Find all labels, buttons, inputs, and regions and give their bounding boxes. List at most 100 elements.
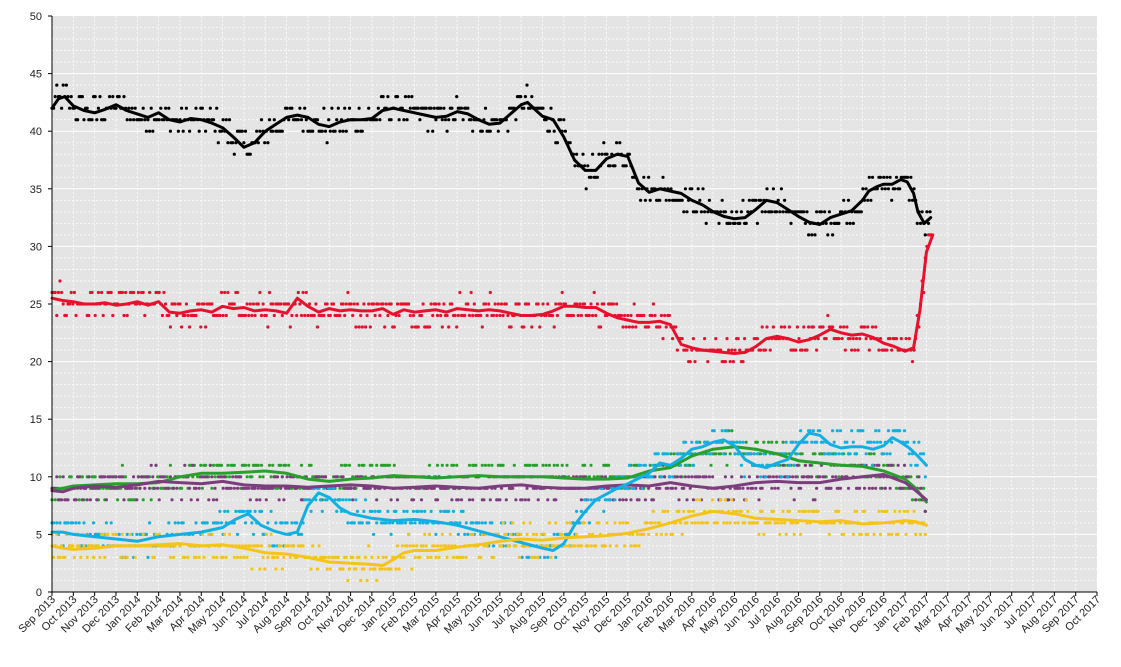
poll-dot bbox=[693, 521, 697, 525]
poll-dot bbox=[594, 544, 598, 548]
poll-dot bbox=[378, 118, 382, 122]
poll-dot bbox=[779, 475, 784, 479]
poll-dot bbox=[883, 187, 887, 191]
poll-dot bbox=[341, 302, 345, 306]
poll-dot bbox=[861, 429, 865, 433]
poll-dot bbox=[111, 95, 115, 99]
poll-dot bbox=[882, 452, 886, 456]
poll-dot bbox=[363, 498, 368, 502]
poll-dot bbox=[421, 302, 425, 306]
poll-dot bbox=[141, 106, 145, 110]
poll-dot bbox=[832, 440, 836, 444]
poll-dot bbox=[466, 302, 470, 306]
poll-dot bbox=[211, 118, 216, 122]
poll-dot bbox=[243, 544, 248, 548]
poll-dot bbox=[751, 486, 755, 490]
poll-dot bbox=[755, 440, 760, 444]
poll-dot bbox=[357, 106, 361, 110]
poll-dot bbox=[854, 337, 859, 341]
poll-dot bbox=[413, 521, 417, 525]
poll-dot bbox=[838, 486, 843, 490]
poll-dot bbox=[543, 555, 547, 560]
poll-dot bbox=[483, 106, 488, 110]
poll-dot bbox=[787, 463, 792, 467]
poll-dot bbox=[837, 337, 841, 341]
poll-dot bbox=[437, 555, 441, 560]
poll-dot bbox=[384, 302, 388, 306]
poll-dot bbox=[267, 463, 272, 467]
poll-dot bbox=[675, 348, 680, 352]
poll-dot bbox=[493, 302, 497, 306]
poll-dot bbox=[549, 555, 553, 560]
poll-dot bbox=[178, 302, 182, 306]
poll-dot bbox=[120, 475, 124, 479]
poll-dot bbox=[699, 210, 704, 214]
poll-dot bbox=[282, 498, 286, 502]
poll-dot bbox=[480, 463, 484, 467]
poll-dot bbox=[501, 313, 505, 318]
poll-dot bbox=[93, 475, 97, 479]
poll-dot bbox=[869, 452, 873, 456]
poll-dot bbox=[883, 486, 887, 490]
poll-dot bbox=[747, 475, 752, 479]
poll-dot bbox=[243, 129, 248, 133]
poll-dot bbox=[232, 486, 236, 490]
poll-dot bbox=[799, 532, 803, 537]
poll-dot bbox=[133, 106, 137, 110]
poll-dot bbox=[74, 521, 78, 525]
poll-dot bbox=[349, 302, 353, 306]
y-tick-label: 5 bbox=[36, 529, 42, 541]
poll-dot bbox=[167, 521, 171, 525]
poll-dot bbox=[211, 555, 216, 560]
poll-dot bbox=[360, 325, 364, 329]
poll-dot bbox=[80, 475, 84, 479]
poll-dot bbox=[527, 498, 531, 502]
poll-dot bbox=[211, 463, 216, 467]
poll-dot bbox=[888, 452, 892, 456]
poll-dot bbox=[626, 521, 630, 525]
poll-dot bbox=[296, 290, 300, 295]
poll-dot bbox=[351, 555, 355, 560]
poll-dot bbox=[290, 521, 294, 525]
poll-dot bbox=[320, 129, 324, 133]
poll-dot bbox=[480, 521, 484, 525]
poll-dot bbox=[898, 509, 902, 513]
poll-dot bbox=[76, 118, 80, 122]
poll-dot bbox=[643, 463, 648, 467]
y-tick-label: 35 bbox=[30, 184, 42, 196]
poll-dot bbox=[783, 521, 787, 525]
poll-dot bbox=[55, 521, 59, 525]
poll-dot bbox=[776, 198, 780, 202]
poll-dot bbox=[432, 544, 436, 548]
poll-dot bbox=[314, 302, 318, 306]
poll-dot bbox=[101, 532, 105, 537]
poll-dot bbox=[285, 475, 289, 479]
poll-dot bbox=[677, 509, 681, 513]
poll-dot bbox=[151, 129, 155, 133]
poll-dot bbox=[725, 429, 729, 433]
poll-dot bbox=[738, 348, 742, 352]
poll-dot bbox=[656, 452, 660, 456]
poll-dot bbox=[640, 486, 644, 490]
poll-dot bbox=[239, 475, 243, 479]
poll-dot bbox=[458, 290, 462, 295]
poll-dot bbox=[898, 187, 902, 191]
poll-dot bbox=[544, 463, 548, 467]
poll-dot bbox=[744, 498, 748, 502]
poll-dot bbox=[783, 198, 787, 202]
poll-dot bbox=[706, 210, 710, 214]
poll-dot bbox=[829, 452, 833, 456]
poll-dot bbox=[258, 498, 262, 502]
poll-dot bbox=[554, 498, 558, 502]
poll-dot bbox=[589, 175, 593, 179]
poll-dot bbox=[258, 129, 262, 133]
poll-dot bbox=[197, 555, 201, 560]
poll-dot bbox=[322, 106, 326, 110]
poll-dot bbox=[541, 302, 545, 306]
poll-dot bbox=[392, 325, 396, 329]
poll-dot bbox=[325, 302, 329, 306]
poll-dot bbox=[757, 498, 761, 502]
poll-dot bbox=[522, 521, 526, 525]
poll-dot bbox=[667, 475, 672, 479]
poll-dot bbox=[682, 210, 686, 214]
